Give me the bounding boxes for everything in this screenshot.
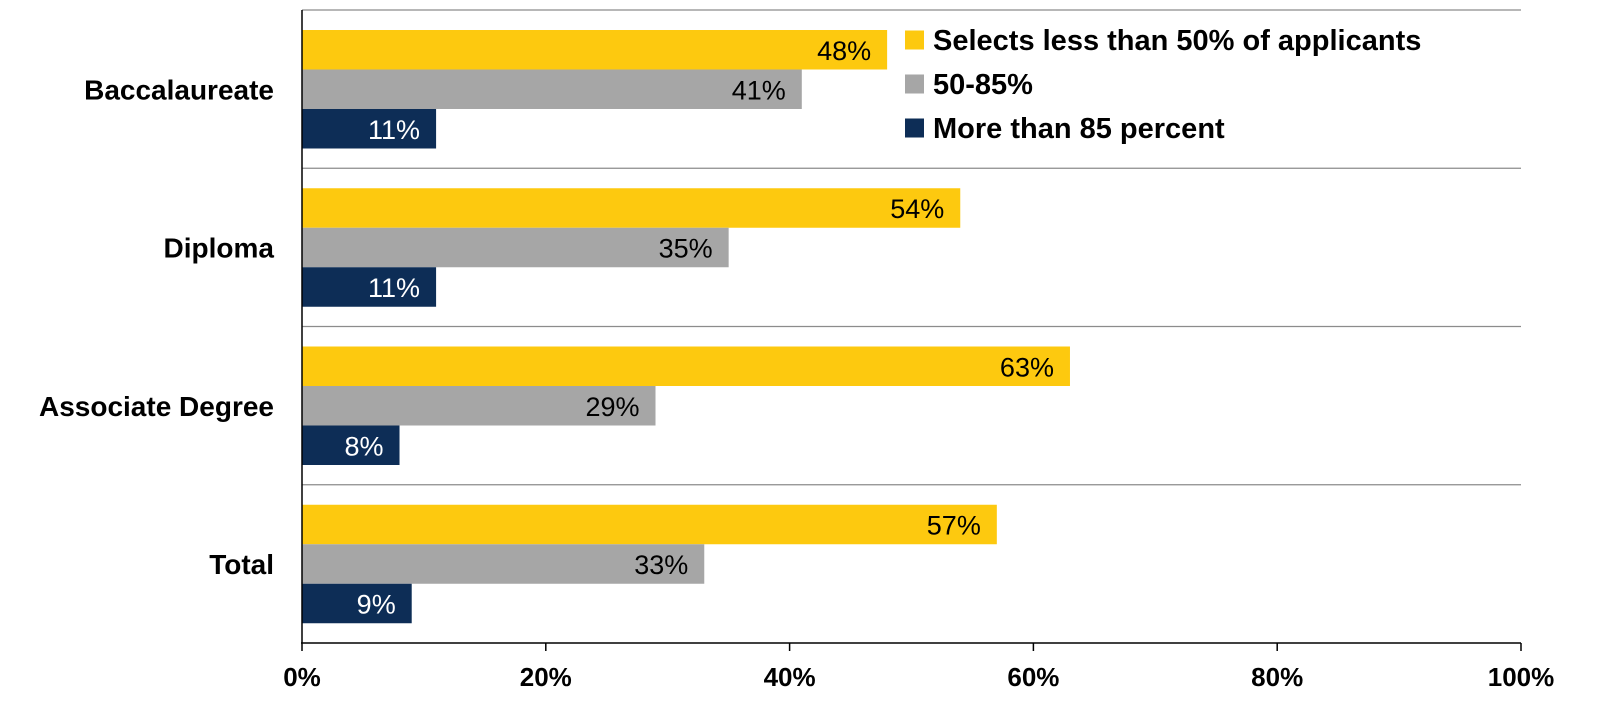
x-tick-label-20: 20%	[520, 662, 572, 692]
value-label-more-than-85-percent-diploma: 11%	[368, 273, 420, 303]
x-tick-label-0: 0%	[283, 662, 321, 692]
category-label-diploma: Diploma	[164, 233, 275, 264]
bar-more-than-85-percent-associate-degree	[302, 425, 400, 465]
x-tick-labels: 0% 20% 40% 60% 80% 100%	[283, 662, 1554, 692]
legend-swatch-more-than-85-percent	[905, 118, 924, 138]
x-tick-label-80: 80%	[1251, 662, 1303, 692]
x-tick-label-60: 60%	[1007, 662, 1059, 692]
value-label-more-than-85-percent-associate-degree: 8%	[344, 431, 383, 461]
bars	[302, 30, 1070, 624]
legend-label-more-than-85-percent: More than 85 percent	[933, 113, 1225, 145]
legend-swatch-selects-less-than-50-of-applicants	[905, 30, 924, 50]
bar-selects-less-than-50-of-applicants-total	[302, 504, 997, 545]
category-label-associate-degree: Associate Degree	[39, 391, 274, 422]
value-label-more-than-85-percent-total: 9%	[357, 590, 396, 620]
value-label-50-85-diploma: 35%	[659, 234, 713, 264]
bar-selects-less-than-50-of-applicants-associate-degree	[302, 346, 1070, 386]
legend-label-selects-less-than-50-of-applicants: Selects less than 50% of applicants	[933, 25, 1421, 57]
value-labels: 48% 41% 11% 54% 35% 11% 63% 29% 8% 57% 33% 9%	[344, 36, 1053, 620]
bar-50-85-total	[302, 544, 705, 584]
value-label-50-85-baccalaureate: 41%	[732, 75, 786, 105]
bar-50-85-baccalaureate	[302, 69, 802, 109]
value-label-50-85-associate-degree: 29%	[585, 392, 639, 422]
category-labels: Baccalaureate Diploma Associate Degree Tota…	[39, 74, 274, 580]
bar-more-than-85-percent-baccalaureate	[302, 109, 437, 149]
bar-50-85-diploma	[302, 227, 729, 268]
legend-label-50-85: 50-85%	[933, 69, 1033, 101]
x-tick-label-40: 40%	[764, 662, 816, 692]
bar-more-than-85-percent-total	[302, 583, 412, 624]
category-label-total: Total	[209, 549, 274, 580]
value-label-selects-less-than-50-of-applicants-total: 57%	[927, 511, 981, 541]
value-label-selects-less-than-50-of-applicants-baccalaureate: 48%	[817, 36, 871, 66]
category-label-baccalaureate: Baccalaureate	[84, 74, 274, 105]
axes	[301, 10, 1522, 651]
legend: Selects less than 50% of applicants 50-85…	[905, 25, 1421, 145]
value-label-more-than-85-percent-baccalaureate: 11%	[368, 115, 420, 145]
value-label-selects-less-than-50-of-applicants-associate-degree: 63%	[1000, 352, 1054, 382]
legend-swatch-50-85	[905, 74, 924, 94]
value-label-50-85-total: 33%	[634, 550, 688, 580]
bar-selects-less-than-50-of-applicants-diploma	[302, 188, 961, 228]
category-separators	[302, 9, 1521, 486]
bar-selects-less-than-50-of-applicants-baccalaureate	[302, 30, 888, 70]
x-tick-label-100: 100%	[1488, 662, 1555, 692]
bar-more-than-85-percent-diploma	[302, 267, 437, 307]
bar-50-85-associate-degree	[302, 386, 656, 426]
value-label-selects-less-than-50-of-applicants-diploma: 54%	[890, 194, 944, 224]
